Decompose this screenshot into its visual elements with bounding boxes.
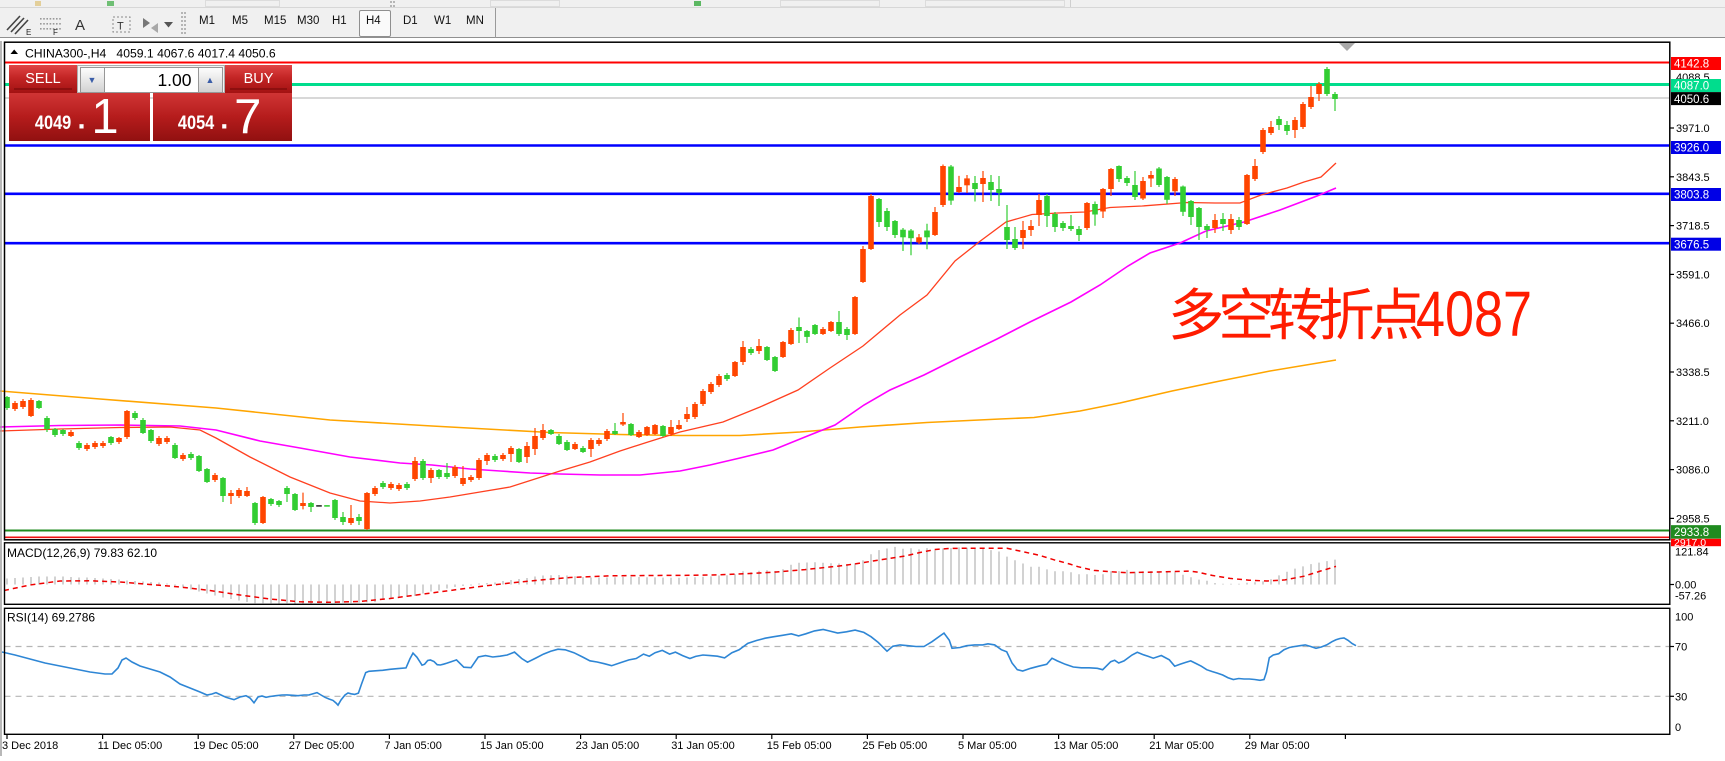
svg-text:3466.0: 3466.0 (1676, 318, 1710, 330)
svg-text:3086.0: 3086.0 (1676, 465, 1710, 477)
svg-text:3338.5: 3338.5 (1676, 367, 1710, 379)
svg-text:MACD(12,26,9) 79.83 62.10: MACD(12,26,9) 79.83 62.10 (7, 546, 157, 560)
svg-text:E: E (26, 28, 31, 37)
svg-text:70: 70 (1675, 642, 1687, 654)
svg-text:0: 0 (1675, 722, 1681, 734)
svg-text:4142.8: 4142.8 (1674, 59, 1709, 71)
svg-text:27 Dec 05:00: 27 Dec 05:00 (289, 740, 354, 752)
svg-text:3926.0: 3926.0 (1674, 143, 1709, 155)
svg-text:29 Mar 05:00: 29 Mar 05:00 (1245, 740, 1310, 752)
svg-text:2933.8: 2933.8 (1674, 527, 1709, 539)
svg-text:0.00: 0.00 (1675, 580, 1696, 592)
svg-text:13 Mar 05:00: 13 Mar 05:00 (1054, 740, 1119, 752)
svg-text:121.84: 121.84 (1675, 547, 1709, 559)
svg-text:15 Feb 05:00: 15 Feb 05:00 (767, 740, 832, 752)
svg-text:19 Dec 05:00: 19 Dec 05:00 (193, 740, 258, 752)
svg-text:4050.6: 4050.6 (1674, 94, 1709, 106)
svg-text:100: 100 (1675, 612, 1693, 624)
svg-text:7 Jan 05:00: 7 Jan 05:00 (384, 740, 442, 752)
svg-text:3591.0: 3591.0 (1676, 269, 1710, 281)
svg-text:4087: 4087 (1416, 278, 1532, 350)
svg-text:2917.0: 2917.0 (1674, 537, 1706, 549)
svg-text:3803.8: 3803.8 (1674, 190, 1709, 202)
svg-text:15 Jan 05:00: 15 Jan 05:00 (480, 740, 544, 752)
svg-text:31 Jan 05:00: 31 Jan 05:00 (671, 740, 735, 752)
svg-text:A: A (75, 17, 85, 34)
svg-text:T: T (117, 21, 124, 33)
svg-text:3718.5: 3718.5 (1676, 221, 1710, 233)
svg-text:5 Mar 05:00: 5 Mar 05:00 (958, 740, 1017, 752)
svg-text:2958.5: 2958.5 (1676, 513, 1710, 525)
svg-text:3971.0: 3971.0 (1676, 123, 1710, 135)
svg-text:30: 30 (1675, 691, 1687, 703)
svg-text:11 Dec 05:00: 11 Dec 05:00 (98, 740, 163, 752)
svg-text:21 Mar 05:00: 21 Mar 05:00 (1149, 740, 1214, 752)
svg-text:3676.5: 3676.5 (1674, 239, 1709, 251)
svg-text:25 Feb 05:00: 25 Feb 05:00 (862, 740, 927, 752)
svg-text:3 Dec 2018: 3 Dec 2018 (2, 740, 58, 752)
svg-text:RSI(14) 69.2786: RSI(14) 69.2786 (7, 611, 95, 625)
svg-text:F: F (53, 28, 58, 37)
svg-text:-57.26: -57.26 (1675, 591, 1706, 603)
svg-text:CHINA300-,H4 4059.1 4067.6 4: CHINA300-,H4 4059.1 4067.6 4017.4 4050.6 (25, 46, 276, 60)
svg-text:3211.0: 3211.0 (1676, 416, 1709, 428)
svg-text:23 Jan 05:00: 23 Jan 05:00 (576, 740, 640, 752)
svg-text:4087.0: 4087.0 (1674, 81, 1709, 93)
svg-text:3843.5: 3843.5 (1676, 172, 1710, 184)
